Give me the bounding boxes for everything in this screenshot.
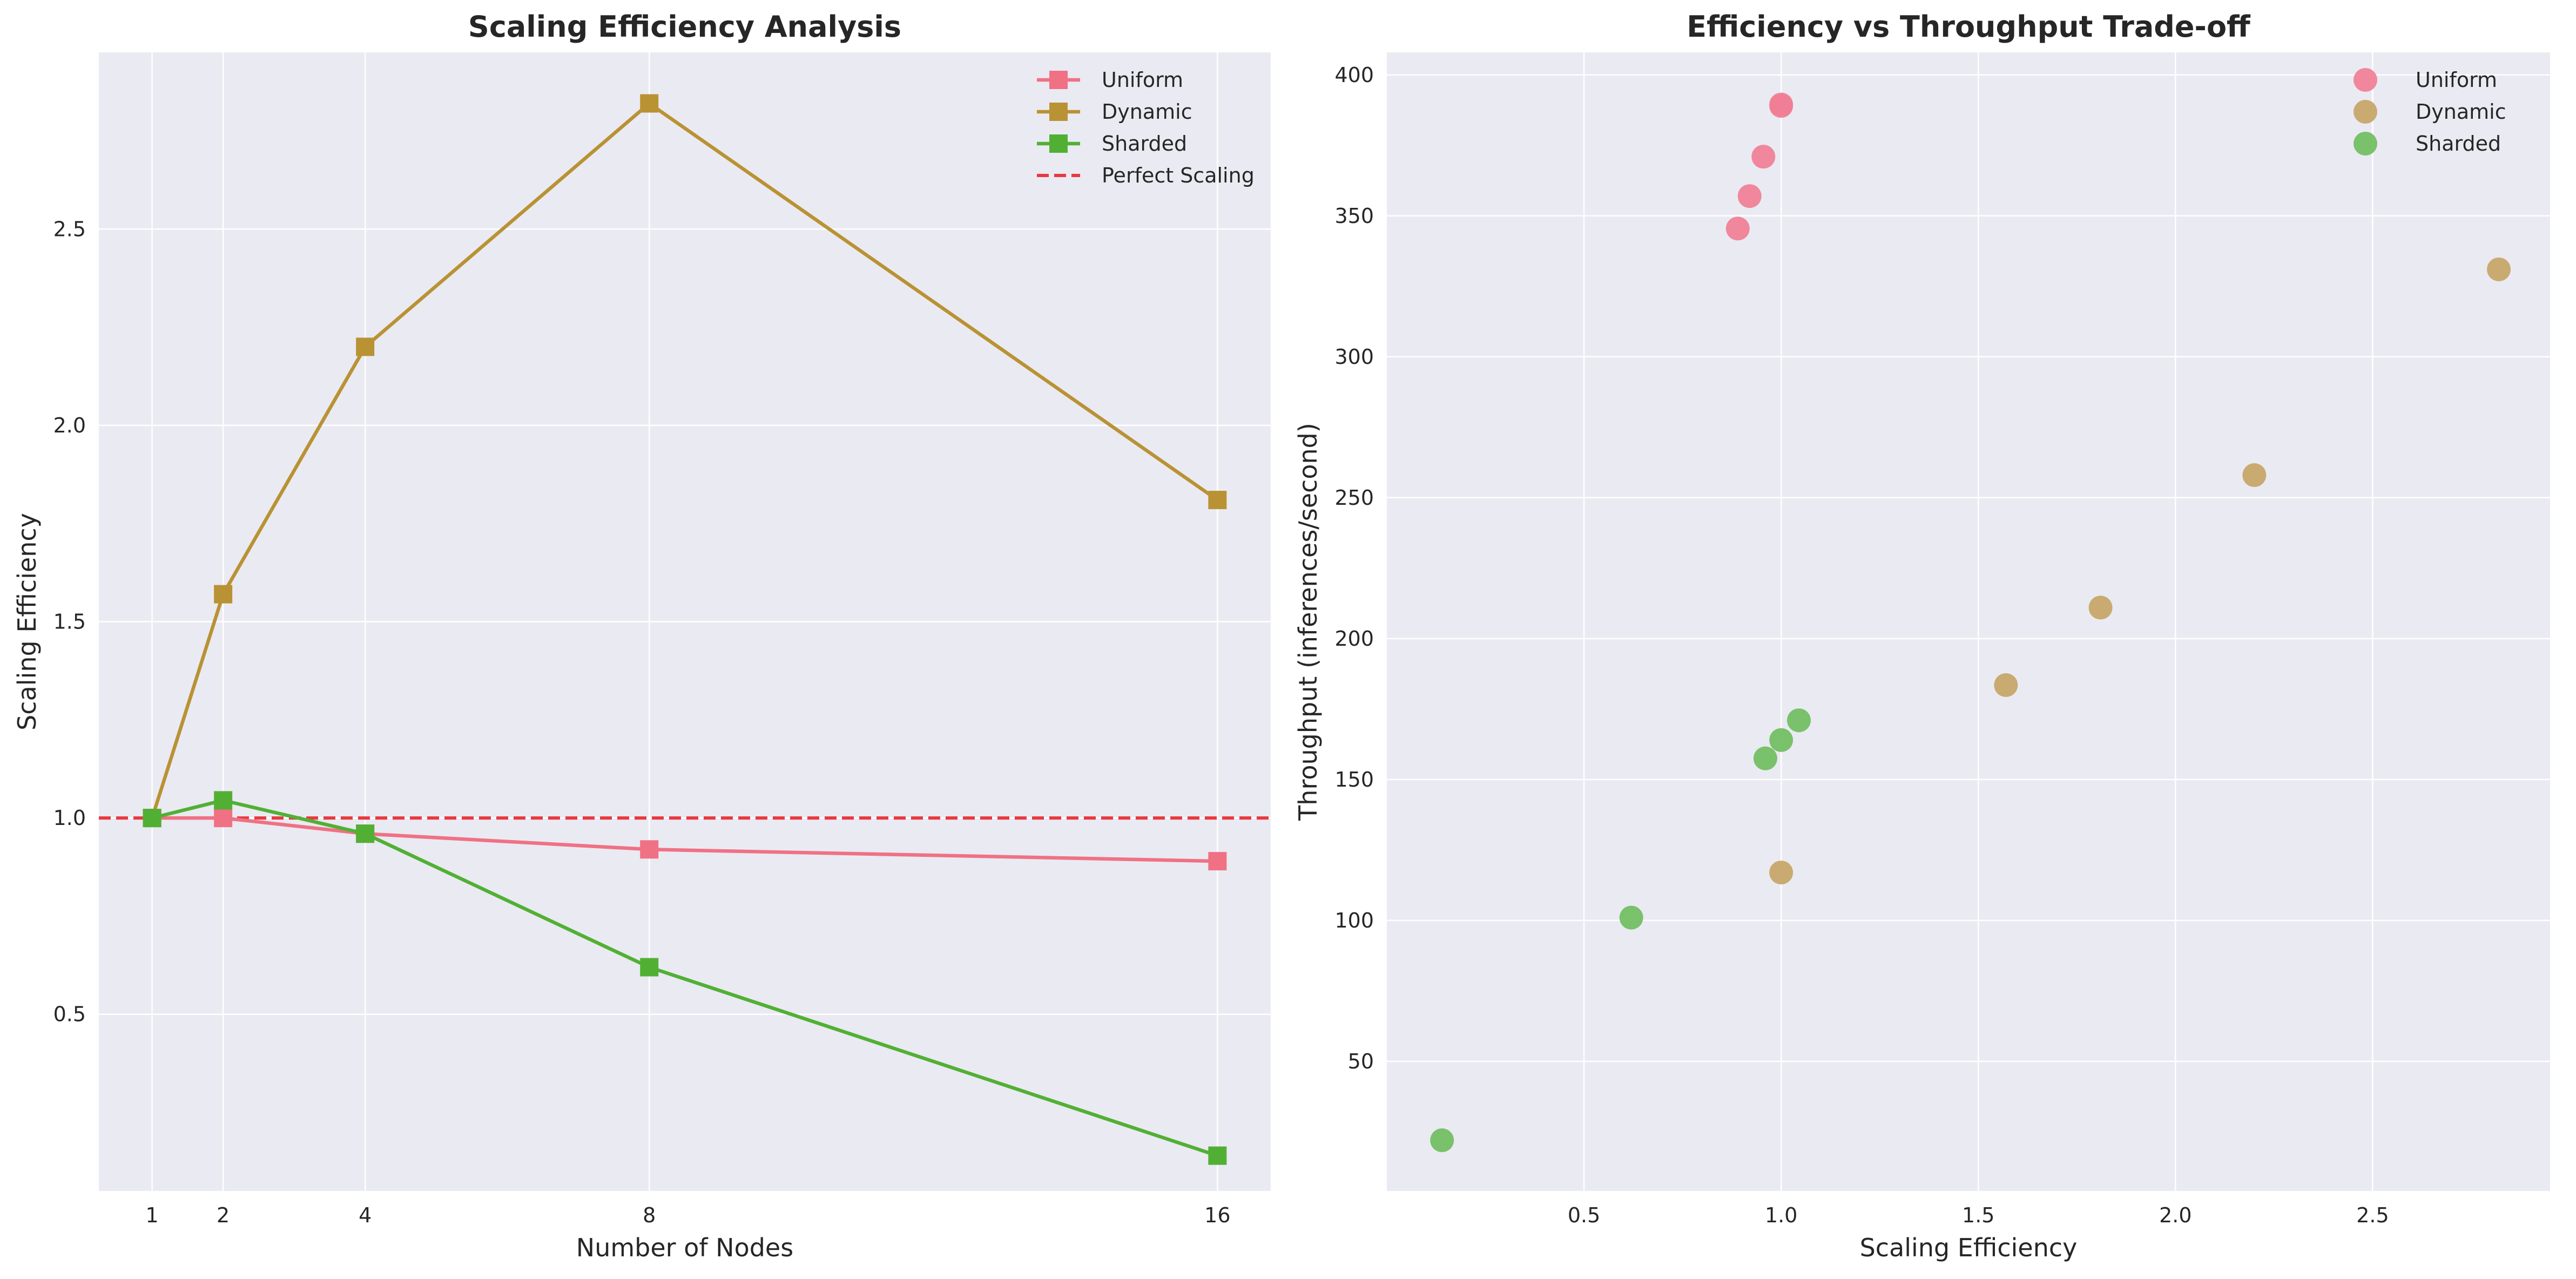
- data-marker-sharded: [640, 958, 659, 977]
- x-tick-label: 1.5: [1962, 1203, 1994, 1227]
- x-tick-label: 2: [217, 1203, 230, 1227]
- y-tick-label: 0.5: [53, 1003, 86, 1026]
- data-marker-uniform: [640, 840, 659, 859]
- scatter-chart-efficiency-throughput: 0.5 1.0 1.5 2.0 2.5 50 100 150 200 250 300 350 400 Ef…: [1293, 10, 2550, 1262]
- x-tick-label: 2.5: [2356, 1203, 2389, 1227]
- y-tick-label: 1.5: [53, 610, 86, 634]
- y-axis-title: Scaling Efficiency: [12, 513, 42, 730]
- data-point-uniform: [1751, 145, 1776, 169]
- data-point-uniform: [1737, 184, 1762, 208]
- data-marker-dynamic: [640, 94, 659, 113]
- data-point-sharded: [1430, 1128, 1454, 1153]
- data-point-dynamic: [2242, 463, 2267, 488]
- line-chart-scaling-efficiency: 1 2 4 8 16 0.5 1.0 1.5 2.0 2.5 Scaling Efficiency …: [12, 10, 1271, 1262]
- data-marker-dynamic: [356, 337, 375, 356]
- data-point-sharded: [1753, 746, 1777, 770]
- data-marker-sharded: [356, 824, 375, 843]
- x-axis-title: Scaling Efficiency: [1860, 1233, 2078, 1262]
- y-tick-label: 2.0: [53, 414, 86, 437]
- chart-title: Efficiency vs Throughput Trade-off: [1687, 10, 2251, 44]
- x-tick-label: 1.0: [1765, 1203, 1797, 1227]
- legend-label-sharded: Sharded: [2416, 132, 2501, 155]
- y-tick-label: 150: [1334, 768, 1374, 791]
- data-point-sharded: [1787, 708, 1811, 733]
- y-tick-label: 250: [1334, 486, 1374, 510]
- y-tick-label: 350: [1334, 204, 1374, 228]
- data-point-dynamic: [1994, 673, 2018, 697]
- data-marker-dynamic: [1208, 491, 1227, 510]
- chart-title: Scaling Efficiency Analysis: [468, 10, 901, 44]
- legend-marker-uniform: [2354, 68, 2377, 92]
- legend-marker-uniform: [1049, 71, 1068, 89]
- data-point-uniform: [1769, 92, 1793, 117]
- y-tick-label: 300: [1334, 345, 1374, 369]
- data-marker-sharded: [1208, 1146, 1227, 1165]
- x-tick-label: 16: [1204, 1203, 1230, 1227]
- x-tick-label: 1: [146, 1203, 159, 1227]
- data-point-dynamic: [2487, 257, 2511, 281]
- y-tick-label: 1.0: [53, 806, 86, 830]
- y-tick-label: 400: [1334, 63, 1374, 87]
- legend-label-perfect-scaling: Perfect Scaling: [1102, 164, 1255, 187]
- x-tick-label: 2.0: [2159, 1203, 2191, 1227]
- data-point-sharded: [1769, 728, 1793, 752]
- legend-label-sharded: Sharded: [1102, 132, 1187, 155]
- data-marker-sharded: [143, 809, 161, 828]
- x-tick-label: 8: [643, 1203, 656, 1227]
- data-marker-sharded: [214, 791, 233, 810]
- y-tick-label: 200: [1334, 627, 1374, 651]
- legend-label-dynamic: Dynamic: [2416, 100, 2506, 124]
- legend-marker-dynamic: [1049, 103, 1068, 121]
- data-point-dynamic: [1769, 861, 1793, 885]
- y-tick-label: 100: [1334, 909, 1374, 932]
- y-tick-label: 50: [1348, 1050, 1374, 1073]
- x-axis-title: Number of Nodes: [576, 1233, 793, 1262]
- legend-label-uniform: Uniform: [2416, 68, 2497, 92]
- y-tick-label: 2.5: [53, 217, 86, 241]
- plot-area: [1387, 52, 2550, 1191]
- legend-marker-sharded: [2354, 132, 2377, 155]
- data-point-dynamic: [2088, 595, 2113, 620]
- data-marker-uniform: [1208, 852, 1227, 871]
- data-marker-uniform: [214, 809, 233, 828]
- data-marker-dynamic: [214, 585, 233, 604]
- y-axis-title: Throughput (inferences/second): [1293, 423, 1323, 821]
- x-tick-label: 4: [359, 1203, 372, 1227]
- legend-label-dynamic: Dynamic: [1102, 100, 1192, 124]
- legend-marker-sharded: [1049, 134, 1068, 153]
- data-point-sharded: [1619, 905, 1643, 930]
- legend-label-uniform: Uniform: [1102, 68, 1183, 92]
- x-tick-label: 0.5: [1568, 1203, 1600, 1227]
- legend-marker-dynamic: [2354, 100, 2377, 124]
- data-point-uniform: [1725, 216, 1750, 241]
